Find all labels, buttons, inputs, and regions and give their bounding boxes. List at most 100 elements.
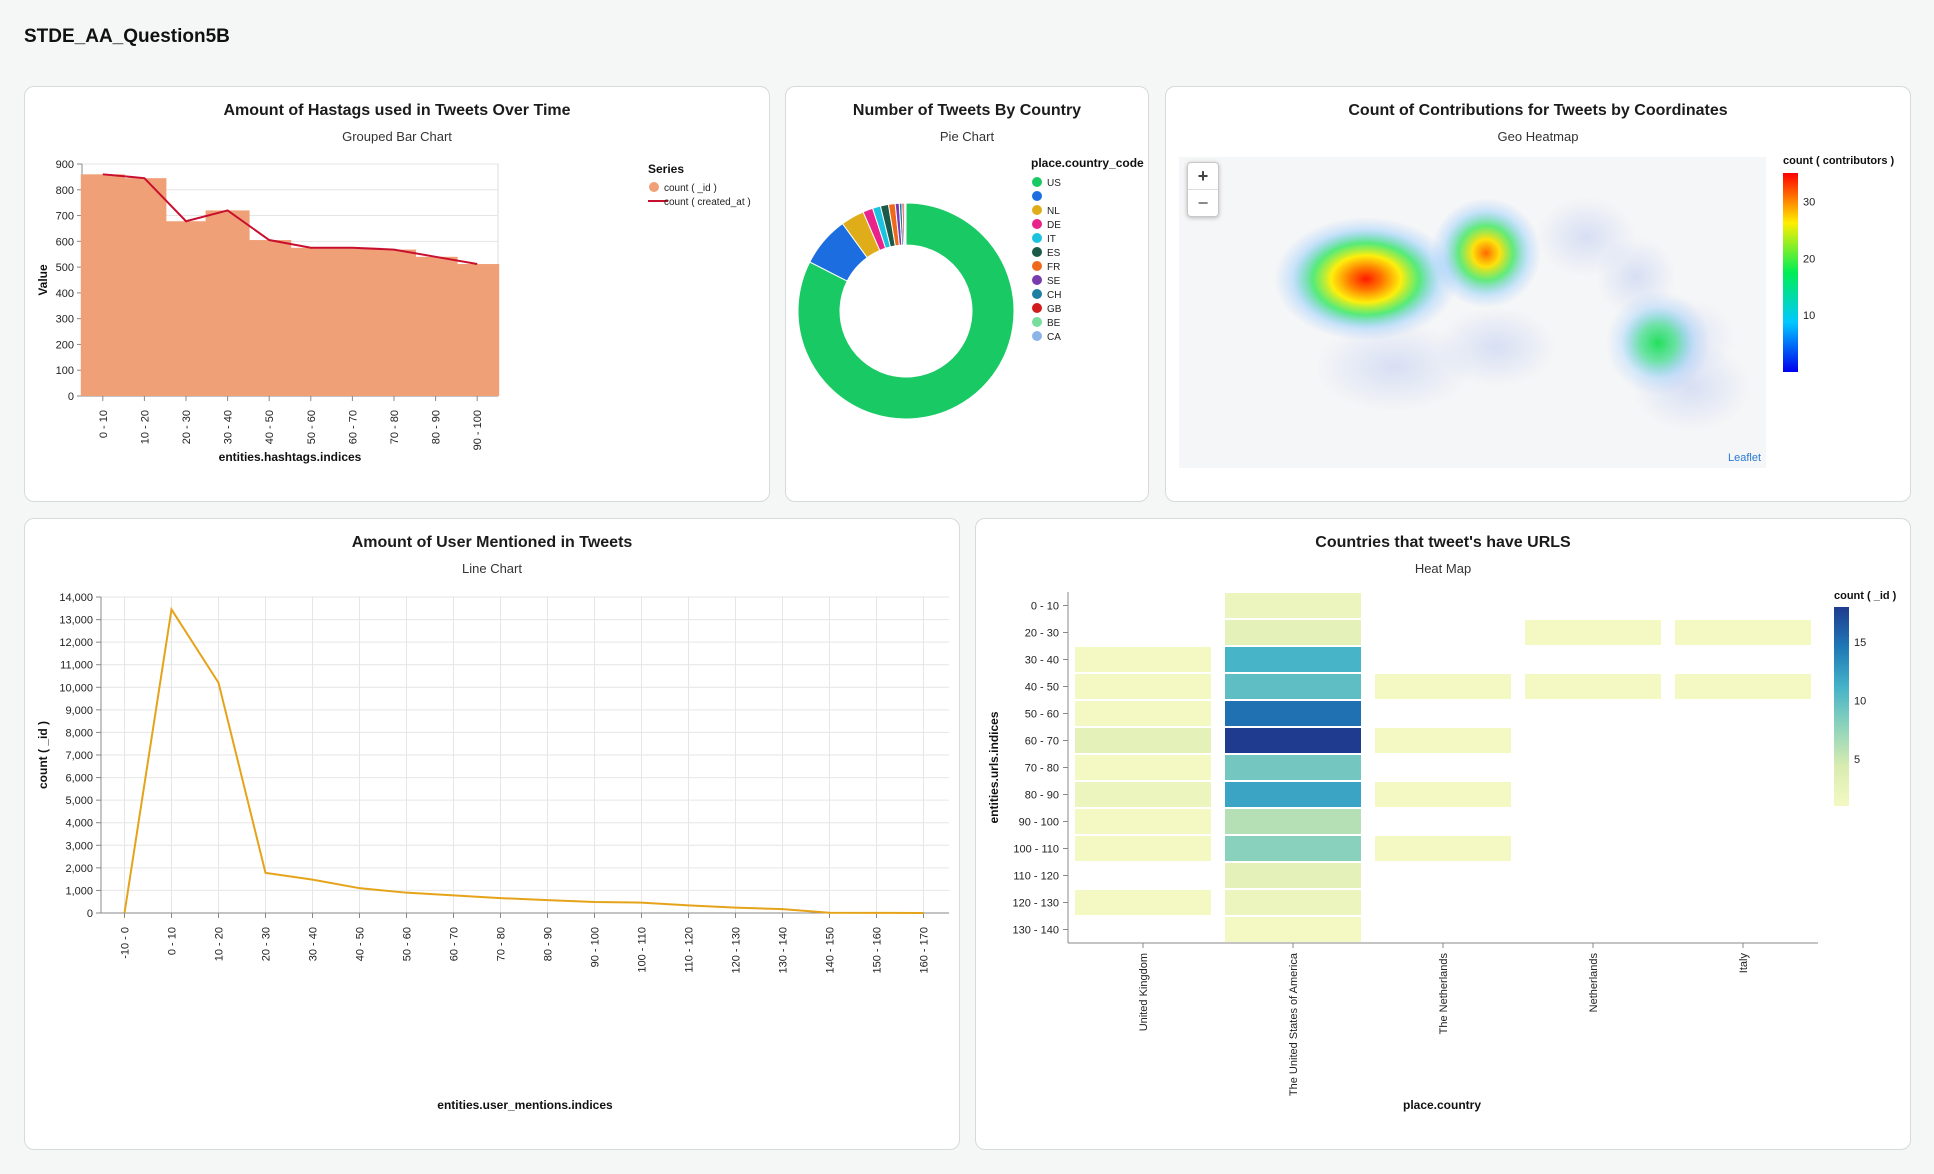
x-tick-label: 20 - 30 xyxy=(181,410,193,444)
legend-swatch xyxy=(1032,191,1042,201)
heat-cell xyxy=(1225,836,1361,861)
heat-cell xyxy=(1225,728,1361,753)
y-tick-label: 100 xyxy=(56,365,74,377)
x-tick-label: 130 - 140 xyxy=(778,927,790,973)
x-tick-label: 20 - 30 xyxy=(261,927,273,961)
bar xyxy=(164,221,208,396)
legend-tick-label: 10 xyxy=(1803,310,1815,322)
legend-swatch xyxy=(649,182,659,192)
heat-cell xyxy=(1075,647,1211,672)
y-tick-label: 300 xyxy=(56,314,74,326)
x-tick-label: 40 - 50 xyxy=(264,410,276,444)
y-tick-label: 40 - 50 xyxy=(1025,682,1059,694)
heat-cell xyxy=(1075,728,1211,753)
y-tick-label: 7,000 xyxy=(65,750,93,762)
y-tick-label: 120 - 130 xyxy=(1013,898,1059,910)
legend-color-bar xyxy=(1834,607,1849,806)
x-tick-label: 140 - 150 xyxy=(825,927,837,973)
y-tick-label: 5,000 xyxy=(65,795,93,807)
y-tick-label: 11,000 xyxy=(60,660,93,672)
legend-label: DE xyxy=(1047,220,1061,231)
heat-cell xyxy=(1225,917,1361,942)
legend-swatch xyxy=(1032,219,1042,229)
hashtags-subtitle: Grouped Bar Chart xyxy=(342,129,452,144)
legend-swatch xyxy=(1032,177,1042,187)
leaflet-attribution-link[interactable]: Leaflet xyxy=(1728,452,1762,464)
heat-cell xyxy=(1675,620,1811,645)
x-tick-label: 10 - 20 xyxy=(214,927,226,961)
y-tick-label: 1,000 xyxy=(65,885,93,897)
country-pie-chart: place.country_code US NL DE IT ES FR SE CH GB BE CA xyxy=(797,156,1144,420)
bar xyxy=(413,256,458,396)
x-tick-label: The United States of America xyxy=(1288,952,1300,1096)
y-tick-label: 130 - 140 xyxy=(1013,925,1059,937)
legend-swatch xyxy=(1032,247,1042,257)
legend-swatch xyxy=(1032,233,1042,243)
x-axis-label: entities.user_mentions.indices xyxy=(437,1098,613,1112)
x-tick-label: Italy xyxy=(1738,953,1750,974)
heat-cell xyxy=(1375,836,1511,861)
legend-title: place.country_code xyxy=(1031,156,1144,170)
y-tick-label: 14,000 xyxy=(59,592,93,604)
x-tick-label: 0 - 10 xyxy=(167,927,179,955)
heat-cell xyxy=(1225,782,1361,807)
zoom-out-button[interactable]: − xyxy=(1188,189,1218,216)
heat-blob xyxy=(1314,322,1474,412)
y-tick-label: 8,000 xyxy=(65,727,93,739)
legend-label: CH xyxy=(1047,290,1061,301)
y-tick-label: 800 xyxy=(56,185,74,197)
card-urls: Countries that tweet's have URLS Heat Ma… xyxy=(975,518,1911,1150)
legend-tick-label: 10 xyxy=(1854,696,1866,708)
heat-blob xyxy=(1274,217,1458,341)
legend-label: GB xyxy=(1047,304,1062,315)
x-tick-label: The Netherlands xyxy=(1438,953,1450,1035)
heat-cell xyxy=(1225,674,1361,699)
urls-subtitle: Heat Map xyxy=(1414,561,1472,576)
zoom-in-button[interactable]: + xyxy=(1197,166,1209,186)
legend-swatch xyxy=(1032,289,1042,299)
heat-cell xyxy=(1075,782,1211,807)
x-tick-label: 80 - 90 xyxy=(431,410,443,444)
x-axis-label: entities.hashtags.indices xyxy=(219,450,362,464)
legend-tick-label: 20 xyxy=(1803,253,1815,265)
x-tick-label: 50 - 60 xyxy=(402,927,414,961)
x-tick-label: 90 - 100 xyxy=(590,927,602,967)
heat-cell xyxy=(1525,620,1661,645)
legend-label: BE xyxy=(1047,318,1061,329)
x-tick-label: 50 - 60 xyxy=(306,410,318,444)
geo-heatmap[interactable]: count ( contributors ) 10 20 30 xyxy=(1166,87,1911,502)
y-axis-label: entities.urls.indices xyxy=(987,711,1001,823)
bar xyxy=(455,264,500,396)
legend-title: count ( contributors ) xyxy=(1783,155,1895,167)
y-tick-label: 3,000 xyxy=(65,840,93,852)
legend-label: SE xyxy=(1047,276,1061,287)
legend-swatch xyxy=(1032,261,1042,271)
series-line xyxy=(123,606,924,914)
legend-swatch xyxy=(1032,303,1042,313)
mentions-subtitle: Line Chart xyxy=(462,561,522,576)
x-tick-label: 160 - 170 xyxy=(919,927,931,973)
heat-cell xyxy=(1075,890,1211,915)
heat-cell xyxy=(1225,755,1361,780)
x-tick-label: 0 - 10 xyxy=(98,410,110,438)
y-tick-label: 100 - 110 xyxy=(1013,844,1059,856)
heat-cell xyxy=(1075,755,1211,780)
mentions-chart: 0 1,000 2,000 3,000 4,000 5,000 6,000 7,000 8,00… xyxy=(36,592,949,1112)
country-pie-title: Number of Tweets By Country xyxy=(852,102,1082,119)
y-tick-label: 0 xyxy=(68,391,74,403)
bar xyxy=(372,249,416,396)
bar xyxy=(288,247,333,396)
heat-blob xyxy=(1431,198,1541,308)
y-tick-label: 30 - 40 xyxy=(1025,655,1059,667)
x-tick-label: 70 - 80 xyxy=(389,410,401,444)
x-axis-label: place.country xyxy=(1403,1098,1481,1112)
hashtags-chart: 0 100 200 300 400 500 600 700 800 900 0 - 10 10 - 2… xyxy=(36,159,751,464)
heat-cell xyxy=(1375,674,1511,699)
y-tick-label: 700 xyxy=(56,211,74,223)
legend-label: CA xyxy=(1047,332,1061,343)
x-tick-label: 30 - 40 xyxy=(308,927,320,961)
y-tick-label: 10,000 xyxy=(59,682,93,694)
x-tick-label: United Kingdom xyxy=(1138,953,1150,1031)
heat-cell xyxy=(1225,701,1361,726)
bar xyxy=(205,210,250,396)
